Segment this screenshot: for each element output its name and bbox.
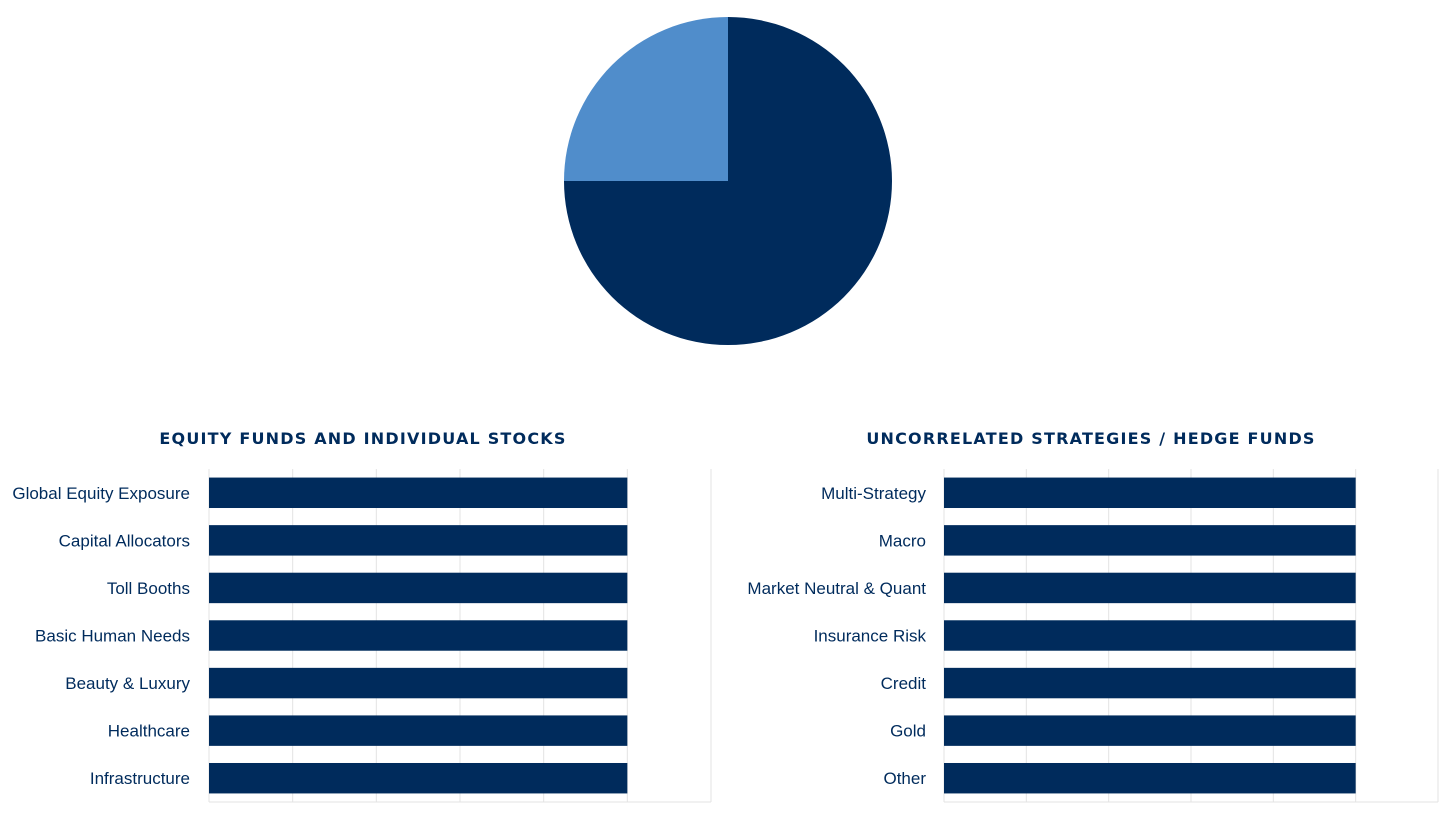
bar bbox=[209, 667, 628, 699]
bar bbox=[209, 477, 628, 509]
equity-bars bbox=[209, 477, 628, 794]
category-label: Credit bbox=[881, 674, 927, 693]
pie-slice-1 bbox=[564, 17, 728, 181]
category-label: Infrastructure bbox=[90, 769, 190, 788]
equity-grid bbox=[208, 469, 712, 803]
bar bbox=[209, 620, 628, 651]
bar bbox=[944, 667, 1356, 699]
category-label: Beauty & Luxury bbox=[65, 674, 190, 693]
category-label: Toll Booths bbox=[107, 579, 190, 598]
bar bbox=[944, 715, 1356, 746]
bar bbox=[209, 762, 628, 794]
bar bbox=[944, 762, 1356, 794]
category-label: Multi-Strategy bbox=[821, 484, 926, 503]
equity-bar-chart: EQUITY FUNDS AND INDIVIDUAL STOCKS Globa… bbox=[12, 429, 712, 803]
category-label: Other bbox=[883, 769, 926, 788]
category-label: Basic Human Needs bbox=[35, 627, 190, 646]
category-label: Macro bbox=[879, 531, 926, 550]
category-label: Insurance Risk bbox=[814, 627, 927, 646]
equity-chart-title: EQUITY FUNDS AND INDIVIDUAL STOCKS bbox=[159, 429, 566, 448]
category-label: Gold bbox=[890, 722, 926, 741]
category-label: Healthcare bbox=[108, 722, 190, 741]
bar bbox=[209, 572, 628, 604]
hedge-chart-title: UNCORRELATED STRATEGIES / HEDGE FUNDS bbox=[866, 429, 1315, 448]
hedge-bar-chart: UNCORRELATED STRATEGIES / HEDGE FUNDS Mu… bbox=[747, 429, 1439, 803]
hedge-labels: Multi-Strategy Macro Market Neutral & Quan… bbox=[747, 484, 926, 788]
category-label: Global Equity Exposure bbox=[12, 484, 190, 503]
bar bbox=[209, 715, 628, 746]
category-label: Capital Allocators bbox=[59, 531, 190, 550]
bar bbox=[209, 525, 628, 556]
bar bbox=[944, 525, 1356, 556]
category-label: Market Neutral & Quant bbox=[747, 579, 926, 598]
bar bbox=[944, 477, 1356, 509]
bar bbox=[944, 620, 1356, 651]
hedge-bars bbox=[944, 477, 1356, 794]
bar bbox=[944, 572, 1356, 604]
pie-chart bbox=[564, 17, 892, 345]
equity-labels: Global Equity Exposure Capital Allocators… bbox=[12, 484, 190, 788]
